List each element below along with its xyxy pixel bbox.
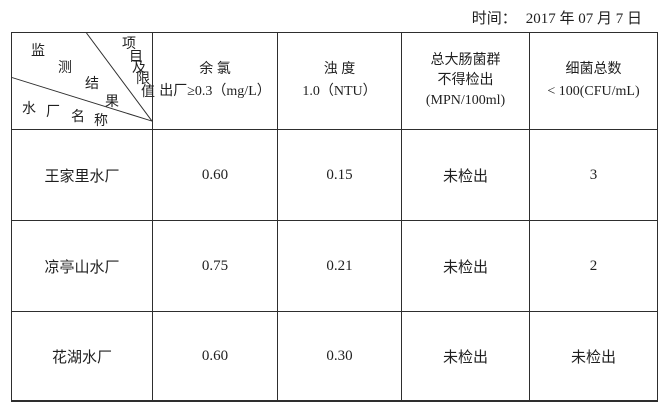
column-limit: 不得检出 — [437, 73, 494, 88]
corner-axis-char: 测 — [58, 61, 72, 76]
corner-axis-char: 果 — [105, 95, 119, 110]
plant-name: 花湖水厂 — [51, 349, 112, 366]
plant-name-cell: 凉亭山水厂 — [12, 221, 153, 312]
diagonal-divider-lines — [12, 33, 152, 122]
plant-name: 凉亭山水厂 — [44, 259, 120, 276]
time-value: 2017 年 07 月 7 日 — [525, 11, 642, 27]
corner-axis-char: 目 — [129, 50, 143, 65]
value: 2 — [589, 257, 598, 274]
column-title: 浊 度 — [323, 62, 356, 77]
column-header-residual-chlorine: 余 氯 出厂≥0.3（mg/L） — [153, 33, 278, 130]
value-cell-chlorine: 0.60 — [153, 312, 278, 400]
value: 未检出 — [442, 259, 488, 276]
time-label: 时间： — [471, 11, 517, 27]
corner-axis-char: 项 — [122, 37, 136, 52]
corner-axis-char: 及 — [132, 61, 146, 76]
value: 未检出 — [442, 349, 488, 366]
value: 0.15 — [326, 166, 353, 183]
value: 0.30 — [326, 347, 353, 364]
corner-axis-char: 值 — [141, 85, 155, 100]
report-time: 时间： 2017 年 07 月 7 日 — [472, 7, 642, 28]
value-cell-bacteria: 3 — [530, 130, 657, 221]
column-limit: < 100(CFU/mL) — [547, 84, 640, 99]
water-quality-table: 项目及限值 监测结果 水厂名称 余 氯 出厂≥0.3（mg/L） 浊 度 1.0… — [11, 32, 658, 402]
corner-axis-char: 监 — [31, 44, 45, 59]
value-cell-coliform: 未检出 — [402, 312, 530, 400]
value-cell-turbidity: 0.15 — [278, 130, 402, 221]
column-title: 细菌总数 — [565, 62, 622, 77]
column-limit: 1.0（NTU） — [302, 84, 377, 99]
value-cell-coliform: 未检出 — [402, 221, 530, 312]
value: 0.60 — [201, 166, 229, 183]
value-cell-bacteria: 未检出 — [530, 312, 657, 400]
value-cell-chlorine: 0.75 — [153, 221, 278, 312]
column-header-bacteria-count: 细菌总数 < 100(CFU/mL) — [530, 33, 657, 130]
plant-name-cell: 王家里水厂 — [12, 130, 153, 221]
plant-name: 王家里水厂 — [44, 168, 120, 185]
column-title: 余 氯 — [199, 62, 231, 77]
value-cell-bacteria: 2 — [530, 221, 657, 312]
value: 未检出 — [570, 349, 616, 366]
column-unit: (MPN/100ml) — [425, 93, 506, 108]
value: 未检出 — [442, 168, 488, 185]
corner-header-cell: 项目及限值 监测结果 水厂名称 — [12, 33, 155, 130]
value: 0.75 — [201, 257, 229, 274]
corner-axis-char: 厂 — [46, 105, 60, 120]
corner-axis-char: 结 — [85, 77, 99, 92]
value-cell-coliform: 未检出 — [402, 130, 530, 221]
value-cell-chlorine: 0.60 — [153, 130, 278, 221]
column-header-total-coliform: 总大肠菌群 不得检出 (MPN/100ml) — [402, 33, 530, 130]
corner-axis-char: 限 — [136, 72, 150, 87]
corner-axis-char: 名 — [71, 110, 85, 125]
value-cell-turbidity: 0.30 — [278, 312, 402, 400]
column-limit: 出厂≥0.3（mg/L） — [159, 84, 271, 99]
value: 0.21 — [326, 257, 353, 274]
column-title: 总大肠菌群 — [430, 53, 501, 68]
plant-name-cell: 花湖水厂 — [12, 312, 153, 400]
value: 3 — [589, 166, 598, 183]
corner-axis-char: 称 — [94, 114, 108, 129]
column-header-turbidity: 浊 度 1.0（NTU） — [278, 33, 402, 130]
value-cell-turbidity: 0.21 — [278, 221, 402, 312]
value: 0.60 — [201, 347, 229, 364]
corner-axis-char: 水 — [22, 102, 36, 117]
